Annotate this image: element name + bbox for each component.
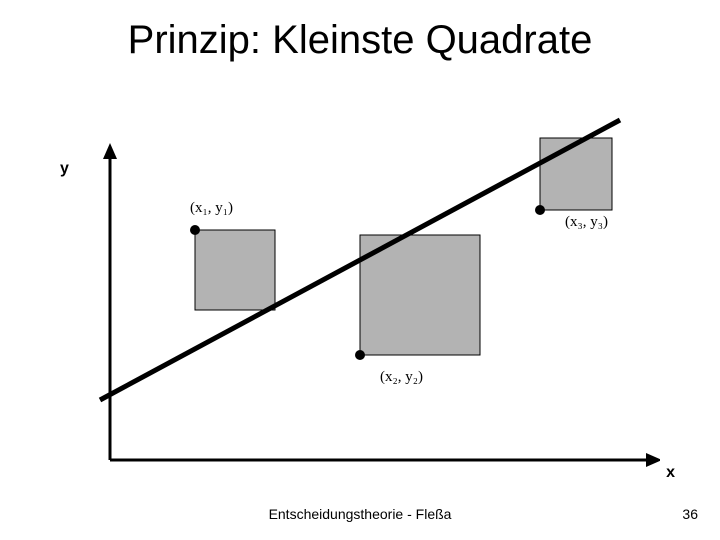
residual-square-3 — [540, 138, 612, 210]
data-point-1 — [190, 225, 200, 235]
point-label-1: (x₁, y₁) — [190, 200, 233, 217]
chart-area: y x (x₁, y₁)(x₂, y₂)(x₃, y₃) — [80, 100, 660, 480]
y-axis-label: y — [60, 160, 69, 178]
data-point-3 — [535, 205, 545, 215]
x-axis-label: x — [666, 464, 675, 482]
point-label-3: (x₃, y₃) — [565, 214, 608, 231]
chart-svg — [80, 100, 660, 480]
point-label-2: (x₂, y₂) — [380, 369, 423, 386]
data-point-2 — [355, 350, 365, 360]
slide-title: Prinzip: Kleinste Quadrate — [0, 18, 720, 63]
residual-square-1 — [195, 230, 275, 310]
page-number: 36 — [682, 506, 698, 522]
footer-text: Entscheidungstheorie - Fleßa — [0, 506, 720, 522]
